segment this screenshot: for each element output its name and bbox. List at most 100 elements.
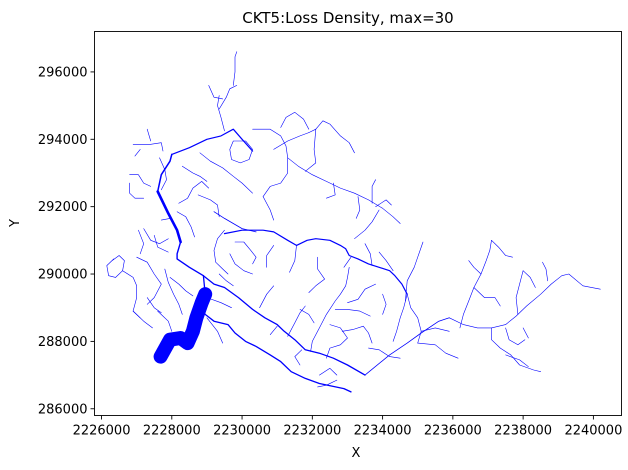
feeder-segment-32 xyxy=(229,253,253,275)
feeder-segment-65 xyxy=(341,325,373,344)
feeder-segment-22 xyxy=(169,277,194,297)
feeder-segment-52 xyxy=(354,209,380,239)
feeder-segment-77 xyxy=(420,327,450,332)
feeder-segment-29 xyxy=(182,165,208,182)
chart-title: CKT5:Loss Density, max=30 xyxy=(242,9,453,27)
x-tick-label: 2234000 xyxy=(354,424,412,439)
feeder-segment-69 xyxy=(319,368,338,376)
y-axis-title: Y xyxy=(8,219,23,228)
x-tick-label: 2228000 xyxy=(143,424,201,439)
x-axis: 2226000 2228000 2230000 2232000 2234000 22360… xyxy=(73,415,622,439)
feeder-network xyxy=(106,51,601,393)
feeder-segment-13 xyxy=(129,182,144,199)
feeder-segment-59 xyxy=(206,317,223,344)
x-tick-label: 2232000 xyxy=(283,424,341,439)
feeder-segment-27 xyxy=(176,211,195,238)
feeder-segment-5 xyxy=(202,275,366,376)
feeder-segment-50 xyxy=(375,199,392,207)
feeder-segment-40 xyxy=(146,128,151,142)
feeder-segment-16 xyxy=(136,256,162,305)
feeder-segment-66 xyxy=(334,309,371,317)
feeder-segment-63 xyxy=(310,267,350,352)
feeder-segment-44 xyxy=(273,132,310,150)
feeder-segment-92 xyxy=(505,327,526,346)
feeder-segment-57 xyxy=(289,245,297,273)
x-tick-label: 2226000 xyxy=(73,424,131,439)
y-tick-label: 288000 xyxy=(38,335,88,350)
feeder-segment-35 xyxy=(229,140,253,164)
feeder-segment-76 xyxy=(417,342,459,359)
x-axis-title: X xyxy=(352,446,361,461)
feeder-segment-83 xyxy=(491,240,513,258)
feeder-segment-81 xyxy=(449,273,601,329)
feeder-segment-26 xyxy=(178,181,209,204)
feeder-segment-73 xyxy=(392,293,408,342)
feeder-segment-3 xyxy=(176,241,205,277)
feeder-segment-38 xyxy=(233,51,238,86)
feeder-segment-25 xyxy=(132,310,153,329)
feeder-segment-0 xyxy=(153,287,213,364)
feeder-segment-31 xyxy=(213,229,229,275)
feeder-segment-37 xyxy=(218,85,238,110)
feeder-segment-28 xyxy=(197,194,220,218)
feeder-segment-60 xyxy=(269,325,278,335)
plot-frame xyxy=(94,31,622,416)
feeder-segment-11 xyxy=(159,157,167,191)
feeder-segment-90 xyxy=(522,270,536,288)
feeder-segment-10 xyxy=(132,142,164,152)
feeder-segment-14 xyxy=(106,255,125,278)
feeder-segment-48 xyxy=(326,182,336,199)
feeder-segment-89 xyxy=(515,270,524,315)
feeder-segment-8 xyxy=(213,211,257,233)
feeder-segment-80 xyxy=(343,256,352,268)
feeder-segment-78 xyxy=(378,251,394,271)
feeder-segment-61 xyxy=(287,305,306,337)
feeder-segment-55 xyxy=(266,245,274,268)
feeder-segment-4 xyxy=(199,275,352,393)
feeder-segment-49 xyxy=(355,196,361,219)
feeder-segment-68 xyxy=(299,309,315,324)
feeder-segment-1 xyxy=(156,190,182,244)
feeder-segment-2 xyxy=(156,153,173,193)
feeder-segment-84 xyxy=(468,260,482,275)
feeder-segment-88 xyxy=(505,354,529,367)
feeder-segment-42 xyxy=(252,128,288,197)
feeder-segment-64 xyxy=(326,324,348,359)
feeder-segment-17 xyxy=(143,228,169,244)
feeder-segment-23 xyxy=(157,310,173,332)
feeder-segment-53 xyxy=(262,196,274,221)
feeder-segment-15 xyxy=(122,270,141,319)
feeder-segment-46 xyxy=(308,120,355,154)
feeder-segment-54 xyxy=(206,297,232,308)
feeder-segment-56 xyxy=(308,256,325,293)
feeder-segment-45 xyxy=(280,112,310,130)
feeder-segment-67 xyxy=(347,283,376,303)
feeder-segment-20 xyxy=(161,218,176,226)
feeder-segment-34 xyxy=(218,273,234,287)
feeder-segment-19 xyxy=(153,235,169,253)
feeder-segment-12 xyxy=(129,174,151,187)
feeder-segment-86 xyxy=(491,327,512,356)
x-tick-label: 2230000 xyxy=(213,424,271,439)
feeder-segment-87 xyxy=(510,354,541,372)
feeder-segment-85 xyxy=(473,287,501,307)
feeder-segment-9 xyxy=(364,317,450,376)
feeder-segment-41 xyxy=(134,149,141,157)
y-tick-label: 294000 xyxy=(38,133,88,148)
feeder-segment-82 xyxy=(459,240,492,329)
feeder-segment-30 xyxy=(199,152,253,194)
x-tick-label: 2236000 xyxy=(424,424,482,439)
feeder-segment-79 xyxy=(364,243,373,266)
feeder-segment-39 xyxy=(208,85,223,100)
feeder-segment-71 xyxy=(368,347,401,359)
feeder-segment-62 xyxy=(294,349,303,366)
y-axis: 286000 288000 290000 292000 294000 296000 xyxy=(38,65,95,417)
feeder-segment-47 xyxy=(305,128,317,172)
feeder-segment-75 xyxy=(405,241,424,302)
feeder-segment-93 xyxy=(522,327,529,339)
feeder-segment-74 xyxy=(406,293,422,344)
feeder-segment-51 xyxy=(371,179,376,204)
feeder-segment-24 xyxy=(146,297,162,314)
feeder-segment-72 xyxy=(382,293,387,315)
